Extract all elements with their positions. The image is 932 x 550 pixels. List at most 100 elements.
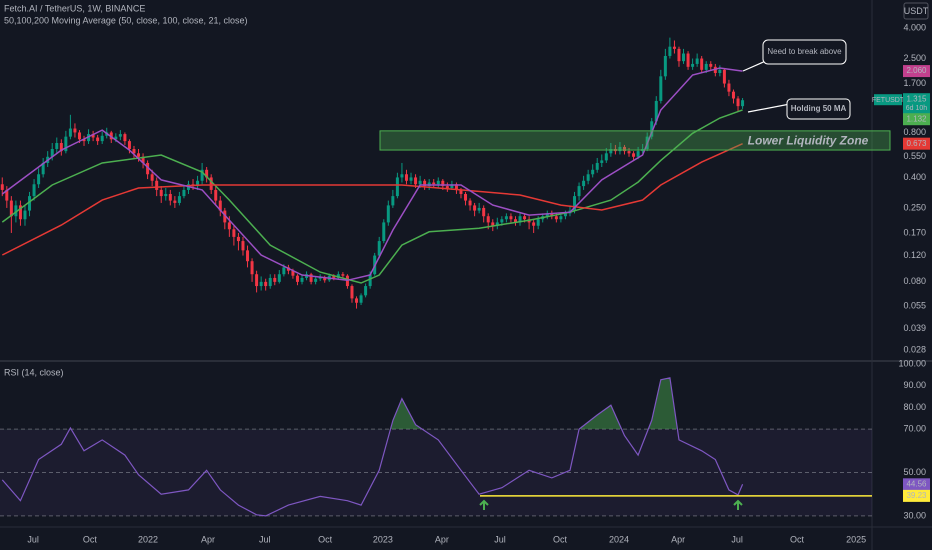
rsi-line [1, 377, 744, 517]
candle-body [50, 148, 54, 157]
candle-body [672, 46, 676, 49]
x-tick-label: Jul [259, 534, 271, 544]
candle-body [718, 69, 722, 73]
rsi-tag-label: 44.56 [906, 479, 927, 488]
x-tick-label: Apr [201, 534, 215, 544]
y-tick-label: 0.400 [903, 172, 926, 182]
candle-body [377, 241, 381, 256]
candle-body [364, 286, 368, 296]
rsi-tick-label: 30.00 [903, 510, 926, 520]
overlay: 4.000 2.500 1.700 0.800 0.550 0.400 0.250 0.170… [27, 22, 930, 544]
rsi-tick-label: 50.00 [903, 467, 926, 477]
candle-body [141, 156, 145, 163]
candle-body [114, 136, 118, 140]
candle-body [504, 216, 508, 220]
countdown: 6d 10h [906, 105, 928, 112]
candle-body [414, 177, 418, 185]
candle-body [500, 219, 504, 223]
candle-body [609, 148, 613, 154]
candle-body [482, 207, 486, 217]
candle-body [432, 182, 436, 185]
candle-body [595, 162, 599, 170]
candle-body [468, 200, 472, 206]
candle-body [32, 184, 36, 197]
candle-body [82, 139, 86, 142]
y-tick-label: 1.700 [903, 78, 926, 88]
reference-tag [903, 489, 930, 502]
candle-body [118, 134, 122, 137]
candle-body [445, 186, 449, 188]
candle-body [627, 151, 631, 154]
y-tick-label: 0.800 [903, 127, 926, 137]
candle-body [87, 134, 91, 142]
candle-body [155, 180, 159, 190]
x-tick-label: Jul [731, 534, 743, 544]
reference-tag-label: 39.23 [906, 491, 927, 500]
rsi-tick-label: 70.00 [903, 423, 926, 433]
symbol-tag [874, 94, 902, 106]
candle-body [709, 63, 713, 67]
candle-body [300, 277, 304, 282]
candle-body [73, 128, 77, 133]
candle-body [214, 189, 218, 201]
candle-body [650, 121, 654, 137]
x-tick-label: Oct [83, 534, 98, 544]
candle-body [668, 46, 672, 56]
candle-body [332, 275, 336, 278]
candle-body [473, 205, 477, 211]
candle-body [241, 241, 245, 251]
candle-body [200, 169, 204, 181]
candle-body [382, 222, 386, 242]
candle-body [227, 222, 231, 230]
callout-text: Holding 50 MA [791, 104, 847, 113]
candle-body [336, 274, 340, 278]
price-tag-label: 1.315 [906, 94, 927, 103]
candle-body [600, 160, 604, 163]
candle-body [618, 146, 622, 152]
candle-body [454, 184, 458, 190]
candle-body [282, 267, 286, 275]
overbought-fill [69, 377, 678, 430]
candle-body [64, 136, 68, 152]
candle-body [700, 58, 704, 70]
candle-body [255, 274, 259, 287]
candle-body [563, 213, 567, 217]
price-pane [0, 37, 745, 309]
candle-body [477, 207, 481, 211]
currency-box[interactable] [903, 2, 929, 20]
candle-body [232, 229, 236, 237]
x-tick-label: Apr [671, 534, 685, 544]
x-tick-label: 2024 [609, 534, 629, 544]
candle-body [686, 53, 690, 67]
candle-body [704, 63, 708, 70]
candle-body [291, 270, 295, 276]
candle-body [727, 83, 731, 92]
candle-body [9, 200, 13, 217]
candle-body [223, 210, 227, 223]
ma-tag-label: 2.060 [906, 66, 927, 75]
candle-body [654, 100, 658, 122]
candle-body [173, 200, 177, 203]
candle-body [0, 184, 4, 190]
candle-body [55, 143, 59, 149]
rsi-tick-label: 100.00 [898, 358, 926, 368]
candle-body [196, 180, 200, 187]
y-tick-label: 0.250 [903, 202, 926, 212]
callout-box [786, 98, 851, 120]
candle-body [205, 169, 209, 178]
x-tick-label: Apr [435, 534, 449, 544]
candle-body [736, 98, 740, 107]
candle-body [486, 216, 490, 223]
candle-body [554, 216, 558, 220]
rsi-pane [0, 377, 872, 517]
candle-body [259, 281, 263, 287]
candle-body [359, 295, 363, 303]
candle-body [77, 132, 81, 140]
candle-body [91, 134, 95, 138]
candle-body [164, 193, 168, 197]
candle-body [722, 69, 726, 84]
candle-body [559, 216, 563, 220]
currency[interactable]: USDT [904, 6, 929, 16]
y-tick-label: 0.080 [903, 276, 926, 286]
